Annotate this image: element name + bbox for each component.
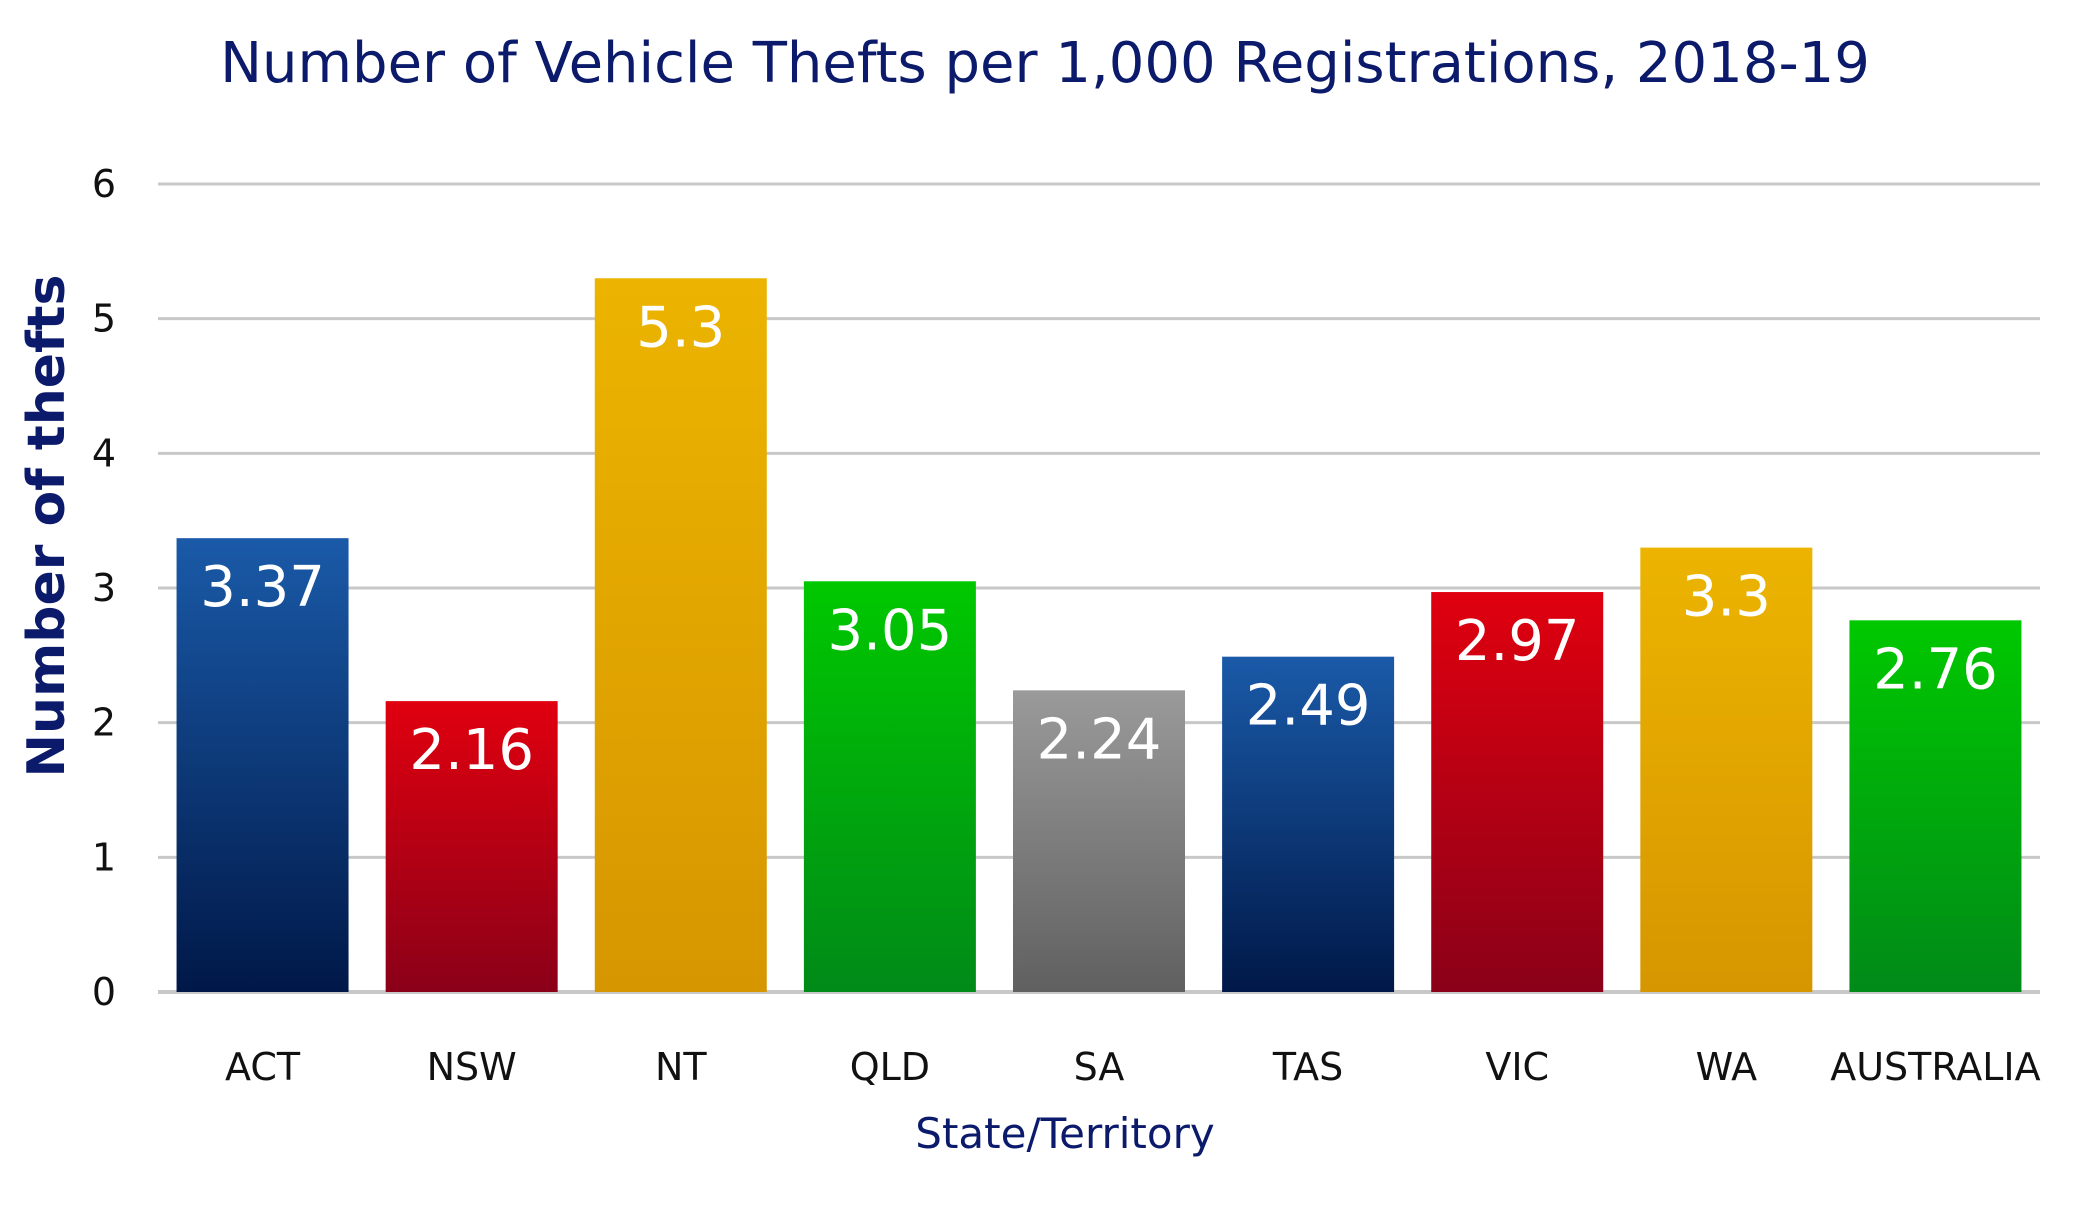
data-label-vic: 2.97: [1455, 609, 1580, 674]
bar-tas: [1222, 656, 1395, 992]
data-label-sa: 2.24: [1037, 707, 1162, 772]
data-label-nt: 5.3: [636, 295, 725, 360]
y-tick-label: 4: [92, 431, 116, 475]
bar-australia: [1849, 620, 2022, 992]
data-label-wa: 3.3: [1682, 565, 1771, 630]
x-axis-title: State/Territory: [915, 1109, 1214, 1158]
bar-vic: [1431, 592, 1604, 992]
x-tick-label-nsw: NSW: [427, 1045, 517, 1089]
y-tick-label: 6: [92, 162, 116, 206]
x-tick-label-vic: VIC: [1485, 1045, 1549, 1089]
data-label-tas: 2.49: [1246, 674, 1371, 739]
data-label-nsw: 2.16: [409, 718, 534, 783]
y-axis-ticks: 0 1 2 3 4 5 6: [92, 162, 116, 1014]
y-tick-label: 3: [92, 566, 116, 610]
x-tick-label-qld: QLD: [850, 1045, 930, 1089]
data-label-act: 3.37: [200, 555, 325, 620]
bar-act: [176, 538, 349, 992]
y-axis-title: Number of thefts: [17, 275, 77, 778]
bars: 3.37 2.16 5.3 3.05 2.24 2.49 2.97 3.3 2.76: [176, 278, 2022, 992]
x-axis-ticks: ACT NSW NT QLD SA TAS VIC WA AUSTRALIA: [225, 1045, 2041, 1089]
y-tick-label: 1: [92, 835, 116, 879]
y-tick-label: 5: [92, 297, 116, 341]
bar-nsw: [385, 701, 558, 992]
y-tick-label: 2: [92, 701, 116, 745]
x-tick-label-tas: TAS: [1272, 1045, 1343, 1089]
x-tick-label-act: ACT: [225, 1045, 301, 1089]
bar-qld: [803, 581, 976, 992]
chart-title: Number of Vehicle Thefts per 1,000 Regis…: [220, 31, 1870, 96]
x-tick-label-wa: WA: [1696, 1045, 1758, 1089]
x-tick-label-sa: SA: [1074, 1045, 1125, 1089]
y-tick-label: 0: [92, 970, 116, 1014]
bar-wa: [1640, 547, 1813, 992]
x-tick-label-nt: NT: [655, 1045, 707, 1089]
data-label-australia: 2.76: [1873, 637, 1998, 702]
bar-nt: [594, 278, 767, 992]
x-tick-label-australia: AUSTRALIA: [1830, 1045, 2040, 1089]
data-label-qld: 3.05: [828, 598, 953, 663]
bar-sa: [1013, 690, 1185, 992]
